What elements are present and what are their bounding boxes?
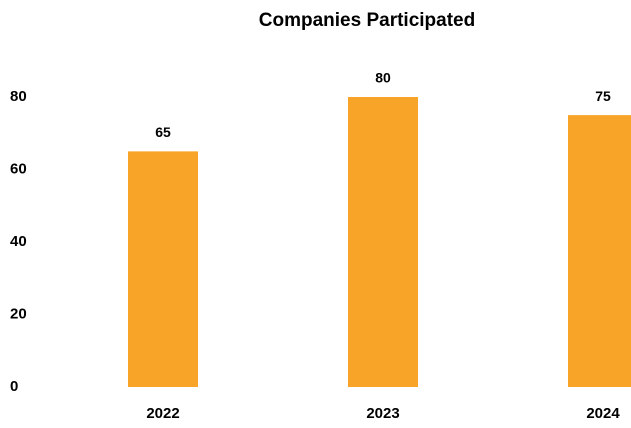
bar <box>128 151 198 387</box>
x-tick-label: 2022 <box>146 405 179 422</box>
y-tick-label: 20 <box>10 305 27 322</box>
y-tick-label: 40 <box>10 233 27 250</box>
x-tick-label: 2024 <box>586 405 620 422</box>
y-tick-label: 0 <box>10 378 18 395</box>
x-tick-label: 2023 <box>366 405 399 422</box>
data-label: 65 <box>155 124 171 140</box>
chart-title: Companies Participated <box>259 10 475 31</box>
data-label: 80 <box>375 70 391 86</box>
bar <box>568 115 631 387</box>
y-tick-label: 60 <box>10 160 27 177</box>
y-tick-label: 80 <box>10 88 27 105</box>
data-label: 75 <box>595 88 611 104</box>
bar <box>348 97 418 387</box>
